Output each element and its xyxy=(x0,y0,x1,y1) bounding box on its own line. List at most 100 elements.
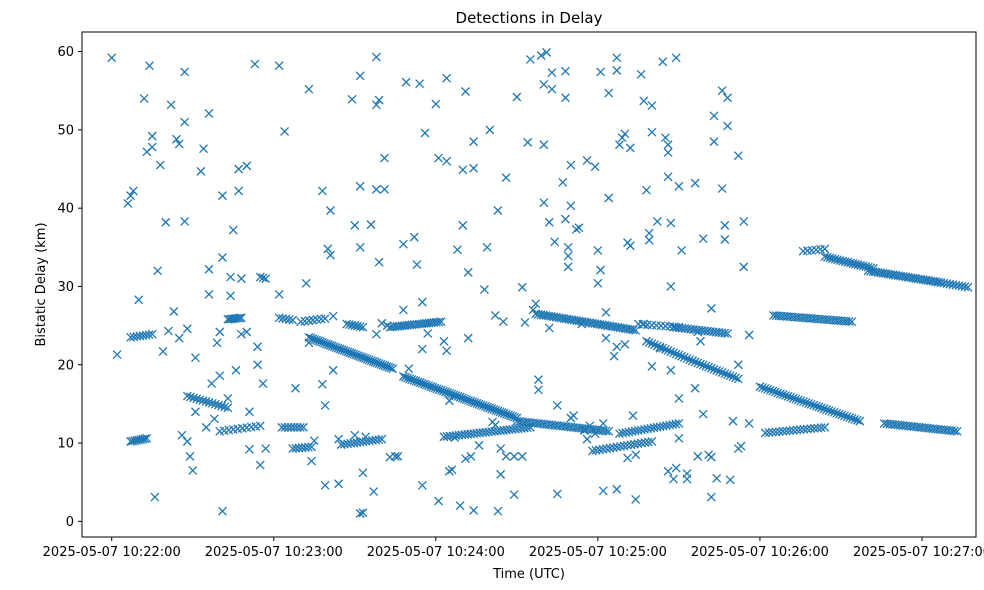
detection-point xyxy=(736,441,746,451)
detection-point xyxy=(852,415,862,425)
detection-point xyxy=(698,234,708,244)
x-axis: 2025-05-07 10:22:00 2025-05-07 10:23:00 20… xyxy=(43,537,984,560)
detection-point xyxy=(366,220,376,230)
detection-point xyxy=(786,392,796,402)
detection-point xyxy=(342,319,352,329)
detection-point xyxy=(374,435,384,445)
x-tick: 2025-05-07 10:26:00 xyxy=(691,537,829,560)
y-axis-label: Bistatic Delay (km) xyxy=(34,222,49,346)
detection-point xyxy=(377,318,387,328)
detection-point xyxy=(520,318,530,327)
detection-point xyxy=(604,88,614,98)
detection-point xyxy=(234,164,244,174)
detection-point xyxy=(809,423,819,433)
detection-point xyxy=(593,278,603,288)
detection-point xyxy=(517,451,527,461)
detection-point xyxy=(209,414,219,424)
detection-point xyxy=(663,148,673,158)
detection-point xyxy=(760,428,770,438)
detection-point xyxy=(596,67,606,77)
detection-point xyxy=(217,191,227,201)
detection-point xyxy=(832,408,842,418)
detection-point xyxy=(848,259,858,268)
detection-point xyxy=(631,325,641,335)
detection-point xyxy=(493,206,503,215)
detection-point xyxy=(412,260,422,269)
detection-point xyxy=(717,368,727,377)
detection-point xyxy=(608,443,618,453)
detection-point xyxy=(773,388,783,398)
detection-point xyxy=(733,374,743,384)
detection-point xyxy=(250,59,260,69)
detection-point xyxy=(496,469,506,479)
detection-point xyxy=(539,198,549,208)
detection-point xyxy=(223,393,233,403)
detection-point xyxy=(806,399,816,409)
detection-point xyxy=(811,401,821,411)
detection-point xyxy=(398,239,408,249)
detection-point xyxy=(463,333,473,343)
detection-point xyxy=(452,245,462,255)
detection-point xyxy=(358,508,368,518)
y-tick-label: 0 xyxy=(66,515,74,530)
detection-point xyxy=(845,258,855,268)
detection-point xyxy=(226,272,236,282)
detection-point xyxy=(284,315,294,324)
detection-point xyxy=(827,406,837,416)
detection-point xyxy=(280,126,290,136)
detection-point xyxy=(442,346,452,356)
detection-point xyxy=(591,445,601,455)
detection-point xyxy=(804,398,814,408)
detection-point xyxy=(728,372,738,382)
detection-point xyxy=(775,389,785,399)
detection-point xyxy=(758,383,767,393)
detection-point xyxy=(706,363,716,373)
detection-point xyxy=(767,427,777,437)
detection-point xyxy=(612,65,622,75)
detection-point xyxy=(633,439,643,449)
detection-point xyxy=(450,433,460,443)
y-tick: 0 xyxy=(66,515,82,530)
detection-point xyxy=(796,396,806,406)
detection-point xyxy=(417,480,427,490)
detection-point xyxy=(334,479,344,489)
detection-point xyxy=(650,340,660,350)
detection-point xyxy=(436,317,446,327)
detection-point xyxy=(731,373,741,383)
detection-point xyxy=(643,437,653,447)
detection-point xyxy=(760,383,770,393)
detection-point xyxy=(317,186,327,196)
detection-point xyxy=(374,257,384,267)
detection-point xyxy=(404,364,414,374)
detection-point xyxy=(612,53,622,63)
detection-point xyxy=(802,424,812,434)
detection-point xyxy=(253,360,263,370)
detection-point xyxy=(825,253,835,263)
detection-point xyxy=(423,328,433,338)
detection-point xyxy=(128,186,138,196)
detection-point xyxy=(512,92,522,102)
detection-point xyxy=(639,319,649,329)
detection-point xyxy=(644,337,654,347)
detection-point xyxy=(355,71,365,81)
detection-point xyxy=(469,505,479,515)
detection-point xyxy=(720,369,730,379)
detection-point xyxy=(687,356,697,366)
detection-point xyxy=(199,144,209,154)
detection-point xyxy=(388,364,398,374)
detection-point xyxy=(142,433,152,443)
detection-point xyxy=(123,199,133,208)
detection-point xyxy=(217,401,227,411)
detection-point xyxy=(355,322,365,332)
detection-point xyxy=(682,474,692,484)
detection-point xyxy=(479,285,489,295)
detection-point xyxy=(153,266,163,276)
detection-point xyxy=(791,394,801,404)
detection-point xyxy=(788,393,798,403)
detection-point xyxy=(447,465,457,475)
detection-point xyxy=(783,391,793,401)
detection-point xyxy=(544,217,554,227)
detection-point xyxy=(647,361,657,371)
detection-point xyxy=(830,254,840,264)
detection-point xyxy=(595,445,604,455)
